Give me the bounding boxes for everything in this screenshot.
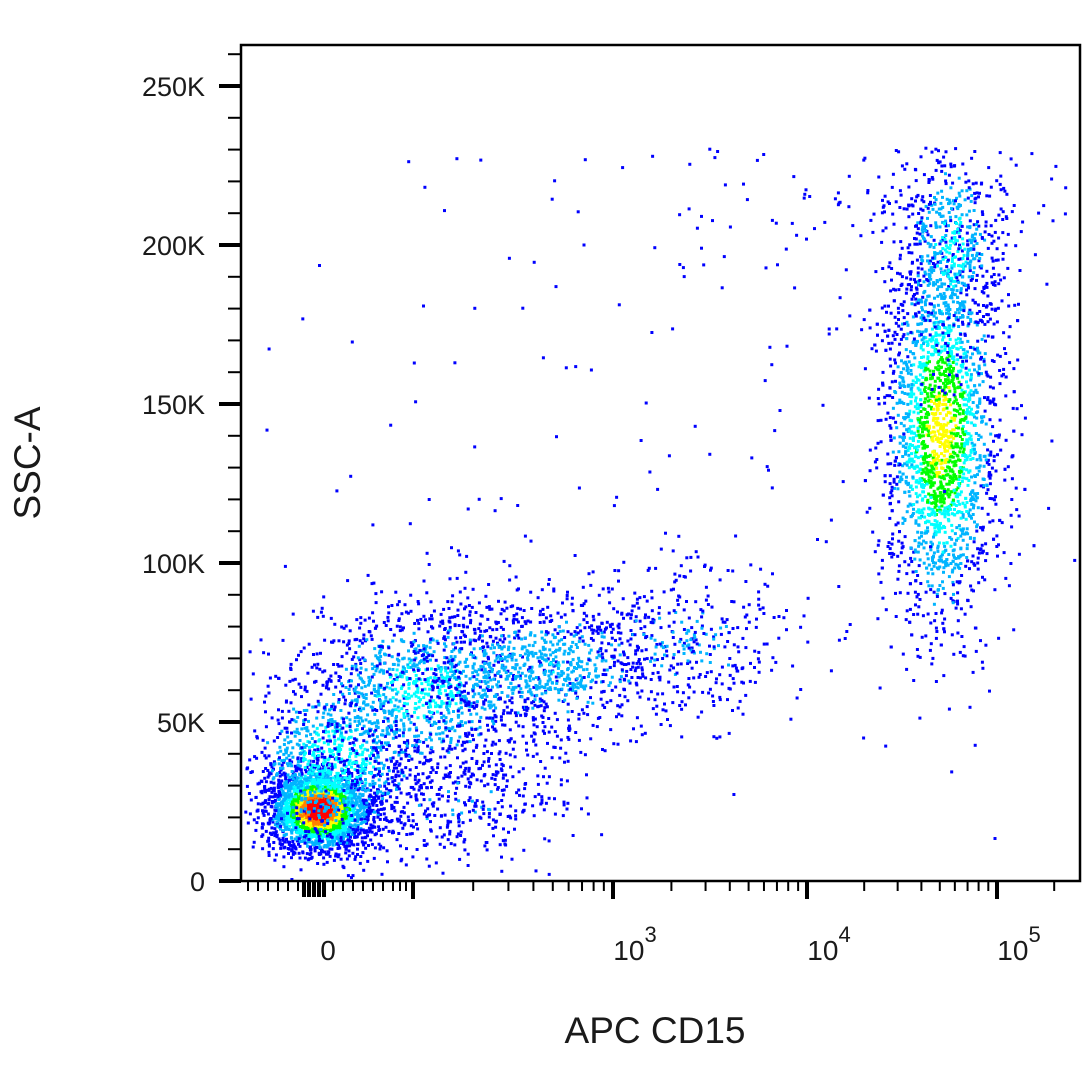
- x-axis: 0 103 104 105: [247, 881, 1056, 966]
- y-tick-label: 250K: [142, 72, 205, 102]
- x-axis-title: APC CD15: [565, 1010, 746, 1051]
- y-tick-label: 200K: [142, 231, 205, 261]
- x-tick-label: 0: [320, 935, 336, 966]
- y-axis: 0 50K 100K 150K 200K 250K: [142, 53, 241, 897]
- y-axis-title: SSC-A: [7, 406, 48, 519]
- scatter-points: [244, 146, 1077, 881]
- x-tick-label: 105: [997, 922, 1040, 966]
- y-tick-label: 150K: [142, 390, 205, 420]
- y-tick-label: 50K: [157, 708, 205, 738]
- plot-frame: [239, 43, 1082, 883]
- x-tick-label: 103: [613, 922, 656, 966]
- y-tick-label: 100K: [142, 549, 205, 579]
- y-tick-label: 0: [190, 867, 205, 897]
- x-tick-label: 104: [807, 922, 850, 966]
